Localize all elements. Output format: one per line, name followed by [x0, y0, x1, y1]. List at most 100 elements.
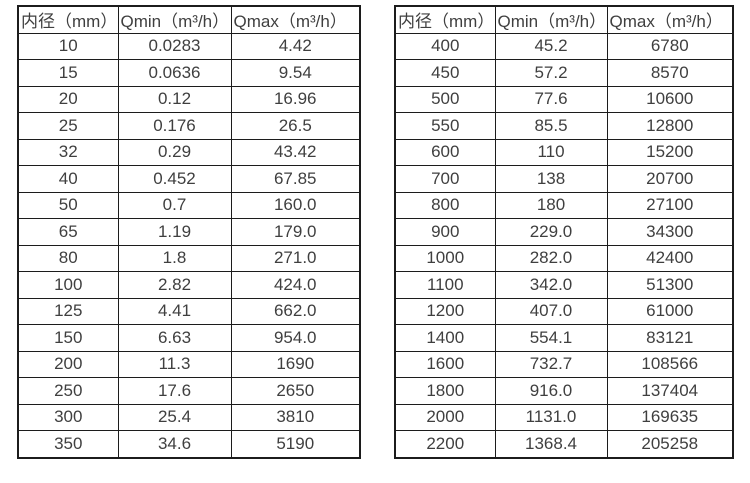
header-qmin: Qmin（m³/h） — [117, 5, 232, 34]
table-cell: 16.96 — [230, 85, 361, 113]
table-cell: 12800 — [606, 112, 734, 140]
table-cell: 4.42 — [230, 32, 361, 60]
table-cell: 954.0 — [230, 324, 361, 352]
flow-spec-table-large-diameters: 内径（mm） Qmin（m³/h） Qmax（m³/h） 400 45.2 6780… — [394, 5, 734, 459]
table-cell: 916.0 — [494, 377, 608, 405]
table-cell: 342.0 — [494, 271, 608, 299]
table-cell: 554.1 — [494, 324, 608, 352]
table-cell: 67.85 — [230, 165, 361, 193]
table-cell: 51300 — [606, 271, 734, 299]
table-cell: 3810 — [230, 403, 361, 431]
table-cell: 26.5 — [230, 112, 361, 140]
table-cell: 138 — [494, 165, 608, 193]
table-header-row: 内径（mm） Qmin（m³/h） Qmax（m³/h） — [17, 5, 361, 34]
table-row: 550 85.5 12800 — [394, 112, 734, 140]
table-row: 20 0.12 16.96 — [17, 85, 361, 113]
header-inner-diameter: 内径（mm） — [17, 5, 119, 34]
table-body: 10 0.0283 4.42 15 0.0636 9.54 20 0.12 16.96 25 0.1… — [17, 32, 361, 458]
table-cell: 10 — [17, 32, 119, 60]
table-cell: 1200 — [394, 297, 496, 325]
table-cell: 400 — [394, 32, 496, 60]
table-cell: 125 — [17, 297, 119, 325]
table-cell: 15200 — [606, 138, 734, 166]
table-cell: 0.7 — [117, 191, 232, 219]
table-cell: 10600 — [606, 85, 734, 113]
table-row: 25 0.176 26.5 — [17, 112, 361, 140]
table-cell: 11.3 — [117, 350, 232, 378]
table-cell: 169635 — [606, 403, 734, 431]
table-cell: 407.0 — [494, 297, 608, 325]
table-cell: 5190 — [230, 430, 361, 458]
table-cell: 2650 — [230, 377, 361, 405]
table-cell: 42400 — [606, 244, 734, 272]
table-row: 1200 407.0 61000 — [394, 297, 734, 325]
table-row: 250 17.6 2650 — [17, 377, 361, 405]
table-row: 300 25.4 3810 — [17, 403, 361, 431]
table-cell: 0.12 — [117, 85, 232, 113]
table-cell: 108566 — [606, 350, 734, 378]
table-cell: 85.5 — [494, 112, 608, 140]
table-cell: 15 — [17, 59, 119, 87]
table-cell: 100 — [17, 271, 119, 299]
table-row: 125 4.41 662.0 — [17, 297, 361, 325]
table-cell: 8570 — [606, 59, 734, 87]
table-row: 150 6.63 954.0 — [17, 324, 361, 352]
table-row: 1600 732.7 108566 — [394, 350, 734, 378]
table-cell: 137404 — [606, 377, 734, 405]
header-qmin: Qmin（m³/h） — [494, 5, 608, 34]
table-cell: 229.0 — [494, 218, 608, 246]
table-cell: 61000 — [606, 297, 734, 325]
table-cell: 25.4 — [117, 403, 232, 431]
table-cell: 17.6 — [117, 377, 232, 405]
table-row: 900 229.0 34300 — [394, 218, 734, 246]
table-cell: 65 — [17, 218, 119, 246]
table-cell: 1690 — [230, 350, 361, 378]
table-row: 2200 1368.4 205258 — [394, 430, 734, 458]
header-inner-diameter: 内径（mm） — [394, 5, 496, 34]
table-cell: 0.0283 — [117, 32, 232, 60]
table-row: 450 57.2 8570 — [394, 59, 734, 87]
table-cell: 0.29 — [117, 138, 232, 166]
table-cell: 600 — [394, 138, 496, 166]
table-row: 100 2.82 424.0 — [17, 271, 361, 299]
table-row: 700 138 20700 — [394, 165, 734, 193]
table-cell: 40 — [17, 165, 119, 193]
table-row: 50 0.7 160.0 — [17, 191, 361, 219]
table-cell: 83121 — [606, 324, 734, 352]
table-row: 800 180 27100 — [394, 191, 734, 219]
table-cell: 150 — [17, 324, 119, 352]
table-cell: 160.0 — [230, 191, 361, 219]
table-cell: 662.0 — [230, 297, 361, 325]
table-cell: 1368.4 — [494, 430, 608, 458]
table-cell: 424.0 — [230, 271, 361, 299]
table-cell: 77.6 — [494, 85, 608, 113]
table-cell: 1600 — [394, 350, 496, 378]
table-cell: 550 — [394, 112, 496, 140]
table-cell: 1800 — [394, 377, 496, 405]
table-cell: 800 — [394, 191, 496, 219]
table-row: 2000 1131.0 169635 — [394, 403, 734, 431]
table-cell: 179.0 — [230, 218, 361, 246]
table-cell: 43.42 — [230, 138, 361, 166]
table-cell: 1000 — [394, 244, 496, 272]
table-cell: 110 — [494, 138, 608, 166]
table-cell: 0.452 — [117, 165, 232, 193]
table-row: 10 0.0283 4.42 — [17, 32, 361, 60]
table-row: 40 0.452 67.85 — [17, 165, 361, 193]
table-cell: 9.54 — [230, 59, 361, 87]
table-cell: 1400 — [394, 324, 496, 352]
table-row: 80 1.8 271.0 — [17, 244, 361, 272]
table-cell: 900 — [394, 218, 496, 246]
table-cell: 50 — [17, 191, 119, 219]
table-cell: 1.19 — [117, 218, 232, 246]
table-cell: 2000 — [394, 403, 496, 431]
table-cell: 4.41 — [117, 297, 232, 325]
table-cell: 2.82 — [117, 271, 232, 299]
table-row: 600 110 15200 — [394, 138, 734, 166]
table-cell: 250 — [17, 377, 119, 405]
table-cell: 271.0 — [230, 244, 361, 272]
table-row: 400 45.2 6780 — [394, 32, 734, 60]
table-cell: 6.63 — [117, 324, 232, 352]
header-qmax: Qmax（m³/h） — [230, 5, 361, 34]
table-cell: 20 — [17, 85, 119, 113]
